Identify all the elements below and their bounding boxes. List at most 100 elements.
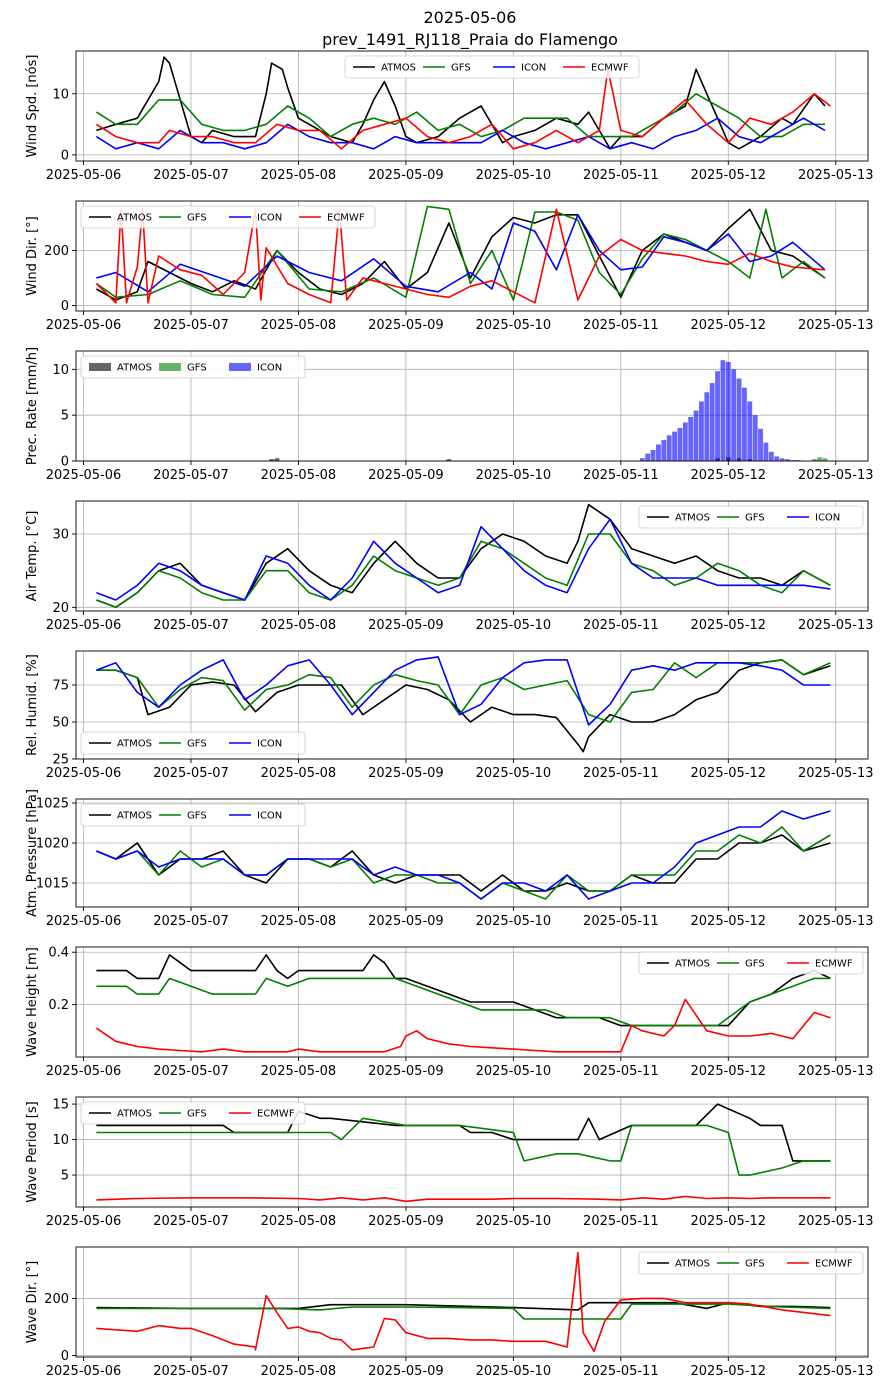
legend-label-icon: ICON [257,811,282,822]
legend: ATMOS GFS ICON [638,505,864,529]
x-tick-label: 2025-05-08 [261,318,337,333]
plot-area [95,954,831,1053]
legend-label-gfs: GFS [187,1109,207,1120]
x-tick-label: 2025-05-07 [153,1064,229,1079]
figure-title-station: prev_1491_RJ118_Praia do Flamengo [322,30,618,50]
y-axis-label: Prec. Rate [mm/h] [25,347,40,465]
bar-icon [645,453,651,461]
bar-atmos [446,459,452,461]
y-tick-label: 200 [44,244,69,259]
legend: ATMOS GFS ECMWF [80,1101,306,1125]
x-tick-label: 2025-05-06 [46,1214,122,1229]
x-tick-label: 2025-05-12 [691,1214,767,1229]
bar-icon [784,459,790,461]
bar-icon [709,383,715,461]
chart-panel-8: 2025-05-06 2025-05-07 2025-05-08 2025-05-09… [25,1096,874,1229]
bar-icon [725,362,731,461]
x-tick-label: 2025-05-09 [368,1064,444,1079]
x-tick-label: 2025-05-07 [153,1214,229,1229]
series-line-ecmwf [96,1251,831,1353]
plot-area [95,56,831,150]
y-tick-label: 20 [52,601,69,616]
plot-area [269,360,828,461]
x-tick-label: 2025-05-12 [691,168,767,183]
bar-icon [790,460,796,461]
bar-gfs [817,457,823,461]
bar-gfs [811,459,817,461]
series-line-gfs [96,1303,831,1320]
axes-frame [75,350,869,462]
axes-frame [75,50,869,162]
legend-box [80,803,306,827]
x-tick-label: 2025-05-07 [153,1364,229,1379]
x-tick-label: 2025-05-13 [798,1364,874,1379]
bar-icon [699,401,704,461]
axes-frame [75,798,869,908]
axes-frame [75,946,869,1058]
legend-swatch-atmos [89,363,111,371]
x-tick-label: 2025-05-10 [476,914,552,929]
plot-area [95,205,826,304]
series-line-ecmwf [95,68,831,150]
series-line-atmos [96,659,831,753]
x-tick-label: 2025-05-08 [261,914,337,929]
figure-title-date: 2025-05-06 [424,8,517,27]
y-tick-label: 5 [61,1169,69,1184]
legend: ATMOS GFS ECMWF [638,1251,864,1275]
x-tick-label: 2025-05-10 [476,766,552,781]
y-axis-label: Wave Height [m] [25,947,40,1057]
legend-label-atmos: ATMOS [117,363,152,374]
x-tick-label: 2025-05-13 [798,1214,874,1229]
series-line-gfs [96,533,831,609]
axes-frame [75,500,869,612]
x-tick-label: 2025-05-12 [691,318,767,333]
bar-icon [656,444,661,461]
chart-panel-3: 2025-05-06 2025-05-07 2025-05-08 2025-05-09… [25,347,874,483]
y-tick-label: 10 [52,1133,69,1148]
bar-gfs [822,458,828,461]
series-line-icon [96,656,831,726]
x-tick-label: 2025-05-13 [798,168,874,183]
x-tick-label: 2025-05-10 [476,1214,552,1229]
legend-label-ecmwf: ECMWF [591,63,629,74]
legend-label-atmos: ATMOS [675,513,710,524]
x-tick-label: 2025-05-09 [368,914,444,929]
legend-label-ecmwf: ECMWF [257,1109,295,1120]
bar-icon [758,428,763,461]
y-tick-label: 75 [52,679,69,694]
y-axis-label: Rel. Humid. [%] [25,654,40,756]
y-tick-label: 0.4 [48,946,69,961]
legend-box [80,1101,306,1125]
legend-label-atmos: ATMOS [381,63,416,74]
y-tick-label: 15 [52,1098,69,1113]
x-tick-label: 2025-05-07 [153,168,229,183]
plot-area [96,503,831,609]
series-line-atmos [96,834,831,892]
bar-icon [779,458,785,461]
series-line-atmos [96,56,826,150]
y-tick-label: 200 [44,1292,69,1307]
y-tick-label: 1025 [36,797,69,812]
bar-atmos [269,459,274,461]
x-tick-label: 2025-05-06 [46,318,122,333]
x-tick-label: 2025-05-13 [798,766,874,781]
chart-panel-2: 2025-05-06 2025-05-07 2025-05-08 2025-05-09… [25,200,874,333]
y-tick-label: 10 [52,363,69,378]
x-tick-label: 2025-05-08 [261,1064,337,1079]
legend-box [638,505,864,529]
x-tick-label: 2025-05-10 [476,1364,552,1379]
x-tick-label: 2025-05-09 [368,1214,444,1229]
x-tick-label: 2025-05-08 [261,1214,337,1229]
series-line-gfs [96,977,831,1027]
legend-label-gfs: GFS [451,63,471,74]
bar-icon [747,401,753,461]
legend-label-ecmwf: ECMWF [327,213,365,224]
x-tick-label: 2025-05-08 [261,168,337,183]
bar-icon [736,378,742,461]
x-tick-label: 2025-05-06 [46,766,122,781]
x-tick-label: 2025-05-13 [798,318,874,333]
legend: ATMOS GFS ICON [80,803,306,827]
x-tick-label: 2025-05-06 [46,168,122,183]
bar-icon [742,387,747,461]
legend-label-gfs: GFS [187,811,207,822]
